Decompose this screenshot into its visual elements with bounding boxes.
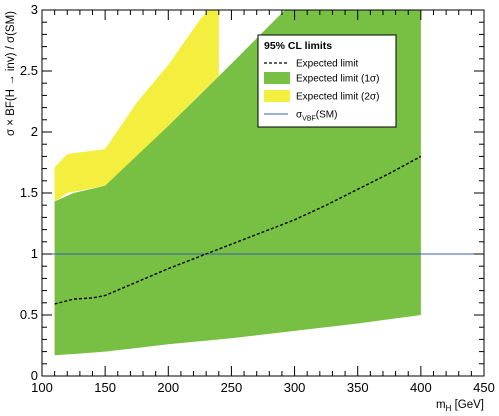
legend-label: Expected limit (1σ) bbox=[296, 74, 379, 85]
legend-label-sub: VBF bbox=[302, 116, 316, 123]
x-axis-title-sub: H bbox=[446, 404, 452, 413]
legend-swatch-band-1sigma bbox=[264, 72, 290, 84]
y-tick-label: 1.5 bbox=[20, 185, 38, 200]
y-tick-label: 1 bbox=[31, 246, 38, 261]
x-tick-label: 300 bbox=[284, 380, 306, 395]
legend-entry: Expected limit bbox=[264, 59, 358, 70]
y-tick-label: 0.5 bbox=[20, 307, 38, 322]
x-tick-label: 450 bbox=[473, 380, 495, 395]
x-tick-label: 100 bbox=[31, 380, 53, 395]
y-tick-label: 3 bbox=[31, 2, 38, 17]
x-axis-title-unit: [GeV] bbox=[451, 399, 484, 411]
legend-label-tail: (SM) bbox=[316, 110, 338, 121]
x-tick-label: 350 bbox=[347, 380, 369, 395]
legend-entry: σVBF(SM) bbox=[264, 110, 337, 123]
expected-limit-line bbox=[54, 155, 422, 305]
lines-layer bbox=[42, 155, 484, 305]
axis-tick-labels: 100 150 200 250 300 350 400 450 0 0.5 1 1.5 2 2.5 3 bbox=[20, 2, 495, 395]
legend-entries: Expected limit Expected limit (1σ) Expecte… bbox=[264, 59, 379, 123]
axis-ticks bbox=[41, 9, 485, 377]
y-tick-label: 2.5 bbox=[20, 63, 38, 78]
y-tick-label: 0 bbox=[31, 368, 38, 383]
y-axis-title: σ × BF(H → inv) / σ(SM) bbox=[5, 11, 17, 136]
legend-label: σVBF(SM) bbox=[296, 110, 337, 123]
x-tick-label: 200 bbox=[157, 380, 179, 395]
y-tick-label: 2 bbox=[31, 124, 38, 139]
legend-label-main: Expected limit (2σ) bbox=[296, 92, 379, 103]
legend-label: Expected limit bbox=[296, 59, 358, 70]
band-2sigma bbox=[54, 10, 219, 202]
legend-label-main: Expected limit (1σ) bbox=[296, 74, 379, 85]
x-tick-label: 250 bbox=[221, 380, 243, 395]
x-tick-label: 150 bbox=[94, 380, 116, 395]
legend-entry: Expected limit (2σ) bbox=[264, 90, 379, 103]
legend-swatch-band-2sigma bbox=[264, 90, 290, 102]
legend-label-main: σ bbox=[296, 110, 303, 121]
legend-entry: Expected limit (1σ) bbox=[264, 72, 379, 85]
x-tick-label: 400 bbox=[410, 380, 432, 395]
x-axis-title: mH [GeV] bbox=[436, 399, 484, 413]
legend-label-main: Expected limit bbox=[296, 59, 358, 70]
legend-title: 95% CL limits bbox=[264, 40, 332, 52]
legend-label: Expected limit (2σ) bbox=[296, 92, 379, 103]
